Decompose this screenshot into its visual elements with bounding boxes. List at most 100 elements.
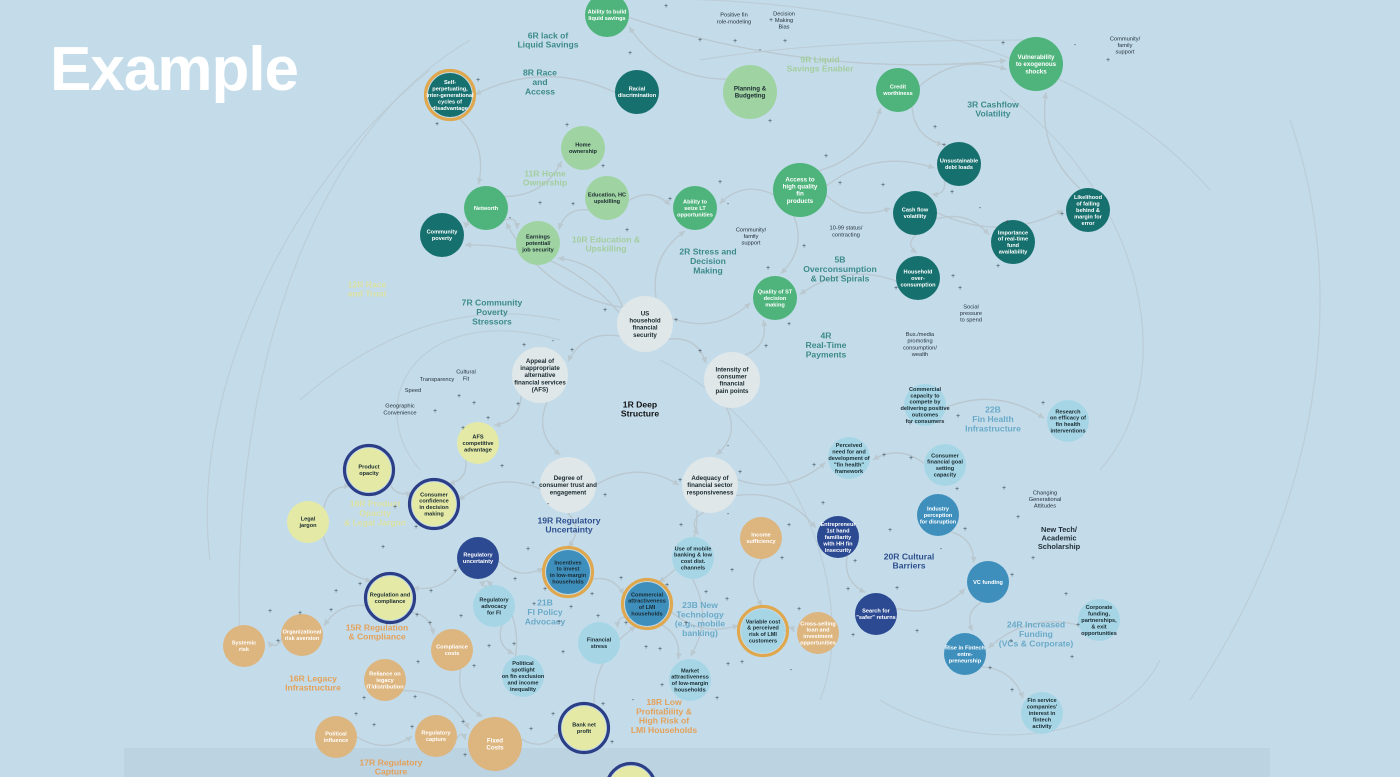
- node-label-line: cycles of: [438, 99, 462, 105]
- node-label: Household over-consumption: [900, 270, 936, 289]
- link-arrowhead: [507, 648, 514, 654]
- node-label-line: Importance: [998, 230, 1028, 236]
- node-label-line: Entrepreneur: [820, 522, 856, 528]
- node-circle: [315, 716, 357, 758]
- node-label: Bank net profit: [572, 723, 596, 736]
- polarity-sign: +: [894, 285, 898, 292]
- loop-label-line: 18R Product: [350, 499, 401, 509]
- node-label-line: 1st hand: [826, 529, 850, 535]
- loop-label-loop-22b: 22B Fin Health Infrastructure: [965, 405, 1021, 434]
- polarity-sign: +: [698, 37, 702, 44]
- polarity-sign: +: [838, 180, 842, 187]
- node-label: Market attractiveness of low-margin househo…: [671, 668, 709, 693]
- node-label: Variable cost & perceived risk of LMI custo…: [746, 619, 781, 644]
- node-label-line: pain points: [716, 388, 750, 395]
- node-label-line: Incentives: [554, 560, 581, 566]
- polarity-sign: +: [853, 558, 857, 565]
- polarity-sign: +: [433, 408, 437, 415]
- node-label-line: interest in: [1029, 711, 1056, 717]
- background-loop-arc: [396, 330, 561, 471]
- node-ability-to-build-savings: Ability to build liquid savings: [585, 0, 629, 37]
- slide-title: Example: [50, 35, 299, 104]
- node-label-line: confidence: [419, 499, 449, 505]
- loop-label-line: Making: [693, 266, 723, 276]
- link-arrowhead: [514, 222, 521, 230]
- polarity-sign: +: [596, 613, 600, 620]
- polarity-sign: +: [951, 273, 955, 280]
- polarity-sign: +: [570, 347, 574, 354]
- causal-link: [541, 401, 561, 456]
- link-arrowhead: [967, 624, 973, 632]
- node-label-line: Fixed: [487, 738, 503, 745]
- node-circle: [457, 537, 499, 579]
- factor-label-geographic-convenience: Geographic Convenience: [383, 404, 416, 417]
- node-label-line: inequality: [510, 687, 537, 693]
- causal-link: [322, 536, 372, 582]
- node-financial-stress: Financial stress: [578, 622, 620, 664]
- node-label-line: Cross-selling: [800, 621, 836, 627]
- loop-label-line: Uncertainty: [545, 525, 592, 535]
- polarity-sign: +: [846, 586, 850, 593]
- node-label-line: AFS: [472, 435, 483, 441]
- node-circle: [1047, 400, 1089, 442]
- loop-label-loop-20r: 20R Cultural Barriers: [884, 551, 935, 570]
- node-label-line: attractiveness: [628, 599, 666, 605]
- polarity-sign: +: [908, 420, 912, 427]
- polarity-sign: +: [988, 665, 992, 672]
- link-arrowhead: [506, 222, 512, 230]
- polarity-sign: +: [414, 524, 418, 531]
- link-arrowhead: [999, 58, 1007, 65]
- node-label-line: of LMI: [639, 605, 656, 611]
- node-label: Self-perpetuating, inter-generational cycl…: [426, 80, 474, 112]
- polarity-sign: +: [571, 201, 575, 208]
- node-circle: [562, 706, 606, 750]
- node-earnings-potential: Earnings potential/job security: [516, 221, 560, 265]
- node-label-line: and income: [507, 680, 538, 686]
- polarity-sign: +: [1010, 687, 1014, 694]
- node-circle: [585, 0, 629, 37]
- node-label-line: of low-margin: [672, 681, 709, 687]
- node-label-line: in decision: [419, 505, 449, 511]
- link-arrowhead: [568, 540, 575, 547]
- node-label-line: households: [631, 612, 662, 618]
- node-reliance-legacy: Reliance on legacy IT/distribution: [364, 659, 406, 701]
- loop-label-line: 15R Regulation: [346, 622, 409, 632]
- polarity-sign: +: [915, 628, 919, 635]
- factor-label-line: pressure: [960, 311, 982, 317]
- link-arrowhead: [910, 247, 917, 254]
- node-ring: [620, 577, 674, 631]
- loop-label-loop-1r: 1R Deep Structure: [621, 399, 659, 418]
- node-label: Access to high quality fin products: [783, 177, 818, 205]
- node-label-line: Financial: [587, 638, 612, 644]
- node-label-line: Regulatory: [421, 731, 451, 737]
- node-label-line: preneurship: [949, 658, 982, 664]
- node-label: Likelihood of falling behind & margin for er…: [1074, 195, 1103, 227]
- node-circle: [876, 68, 920, 112]
- node-label-line: seize LT: [684, 206, 706, 212]
- node-label-line: activity: [1032, 724, 1052, 730]
- node-label-line: banking & low: [674, 553, 713, 559]
- polarity-sign: +: [461, 425, 465, 432]
- polarity-sign: +: [766, 265, 770, 272]
- polarity-sign: +: [486, 415, 490, 422]
- node-label-line: with HH fin: [822, 541, 853, 547]
- polarity-sign: +: [895, 585, 899, 592]
- loop-label-line: Structure: [621, 409, 659, 419]
- factor-label-line: Community/: [1110, 36, 1141, 42]
- factor-label-changing-generational-attitudes: Changing Generational Attitudes: [1029, 490, 1062, 509]
- link-arrowhead: [676, 652, 682, 660]
- node-label-line: risk aversion: [285, 636, 320, 642]
- factor-label-line: consumption/: [903, 345, 937, 351]
- causal-link: [987, 621, 1079, 649]
- node-label-line: Systemic: [232, 641, 257, 647]
- link-arrowhead: [536, 568, 544, 574]
- link-arrowhead: [876, 107, 882, 115]
- loop-label-line: 21B: [537, 598, 553, 608]
- node-political-spotlight: Political spotlight on fin exclusion and in…: [502, 655, 545, 697]
- link-arrowhead: [463, 221, 470, 229]
- node-networth: Networth: [464, 186, 508, 230]
- node-label-line: opportunities: [800, 641, 836, 647]
- polarity-sign: +: [472, 400, 476, 407]
- polarity-sign: +: [276, 638, 280, 645]
